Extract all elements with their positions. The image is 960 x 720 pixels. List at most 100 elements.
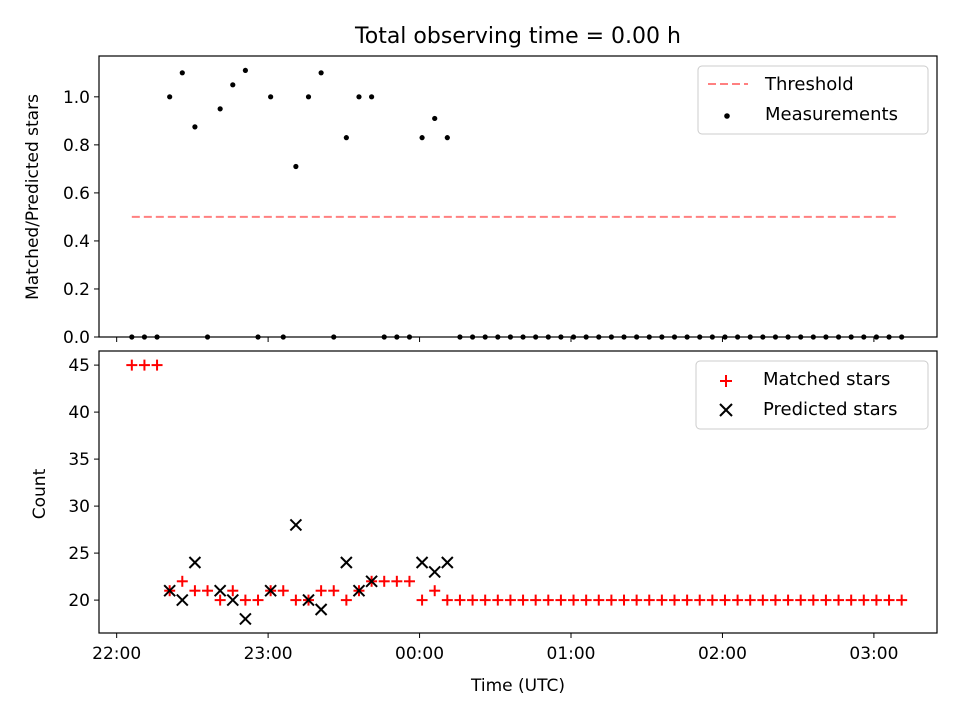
matched-star-point [542,594,554,606]
bottom-legend: Matched stars Predicted stars [695,360,929,430]
bottom-x-tick-label: 01:00 [547,644,596,664]
measurement-point [369,94,375,100]
matched-star-point [403,575,415,587]
bottom-y-tick-label: 45 [68,356,90,376]
matched-star-point [833,594,845,606]
matched-star-point [668,594,680,606]
matched-star-point [845,594,857,606]
matched-star-point [820,594,832,606]
matched-star-point [126,359,138,371]
measurement-point [167,94,173,100]
bottom-axes-frame [98,350,938,634]
measurement-point [293,163,299,170]
top-panel: 0.0 0.2 0.4 0.6 0.8 1.0 Matched/Predicted sta… [23,55,938,348]
matched-star-point [429,585,441,597]
predicted-star-point [289,518,303,532]
measurement-point [217,106,223,112]
measurement-point [318,70,324,76]
matched-star-point [631,594,643,606]
bottom-x-tick-label: 03:00 [849,644,898,664]
predicted-star-point [314,603,328,616]
measurement-point [305,94,312,100]
predicted-star-point [188,556,202,569]
measurement-point [242,67,248,74]
matched-star-point [706,594,718,606]
matched-star-point [227,585,239,597]
matched-star-point [883,594,895,606]
top-y-axis-label: Matched/Predicted stars [23,94,43,300]
matched-star-point [151,359,163,371]
predicted-stars-points [163,518,454,626]
matched-star-point [744,594,756,606]
top-y-tick-label: 0.6 [63,184,90,204]
top-y-tick-label: 0.0 [63,328,90,348]
matched-star-point [176,575,188,587]
predicted-star-point [340,556,353,569]
bottom-x-tick-label: 22:00 [92,644,141,664]
measurement-point [432,115,438,122]
matched-star-point [479,594,491,606]
bottom-x-tick-label: 02:00 [698,644,747,664]
predicted-star-point [302,593,315,607]
matched-star-point [214,594,226,606]
matched-star-point [277,585,289,597]
matched-star-point [530,594,542,606]
top-y-tick-label: 0.4 [63,232,90,252]
bottom-x-tick-label: 23:00 [244,644,293,664]
predicted-star-point [213,584,227,597]
predicted-stars-legend-swatch [719,403,733,417]
top-y-tick-label: 0.2 [63,280,90,300]
matched-star-point [643,594,655,606]
chart-title: Total observing time = 0.00 h [354,24,681,49]
bottom-x-tick-label: 00:00 [395,644,444,664]
predicted-star-point [428,565,441,579]
top-y-ticks: 0.0 0.2 0.4 0.6 0.8 1.0 [63,88,99,348]
measurement-point [268,94,274,100]
matched-star-point [858,594,870,606]
matched-star-point [769,594,781,606]
top-legend: Threshold Measurements [697,65,929,135]
matched-star-point [732,594,744,606]
measurement-point [230,82,236,88]
matched-star-point [719,594,731,606]
measurement-point [419,135,425,141]
bottom-y-tick-label: 40 [68,403,90,423]
measurements-legend-swatch [724,113,730,119]
x-axis-label: Time (UTC) [470,676,565,696]
matched-star-point [454,594,466,606]
matched-star-point [189,585,201,597]
measurement-point [343,135,349,141]
matched-star-point [467,594,479,606]
matched-star-point [870,594,882,606]
measurement-point [179,70,185,76]
top-x-ticks [116,337,875,342]
matched-star-point [340,594,352,606]
predicted-star-point [415,556,429,569]
predicted-star-point [163,584,176,597]
bottom-y-tick-label: 25 [68,544,90,564]
matched-star-point [593,594,605,606]
matched-star-point [328,585,340,597]
measurement-point [356,94,362,100]
matched-star-point [757,594,769,606]
matched-stars-points [126,359,908,606]
matched-star-point [252,594,264,606]
measurements-legend-label: Measurements [765,104,898,125]
matched-star-point [378,575,390,587]
top-y-tick-label: 1.0 [63,88,90,108]
predicted-star-point [226,593,239,607]
bottom-y-ticks: 20 25 30 35 40 45 [68,356,99,611]
predicted-star-point [365,575,378,588]
predicted-star-point [239,612,252,626]
matched-star-point [441,594,453,606]
matched-star-point [202,585,214,597]
matched-star-point [618,594,630,606]
matched-star-point [795,594,807,606]
bottom-legend-box [695,360,929,430]
top-legend-box [697,65,929,135]
matched-star-point [315,585,327,597]
matched-stars-legend-label: Matched stars [763,369,890,390]
matched-star-point [656,594,668,606]
matched-star-point [290,594,302,606]
